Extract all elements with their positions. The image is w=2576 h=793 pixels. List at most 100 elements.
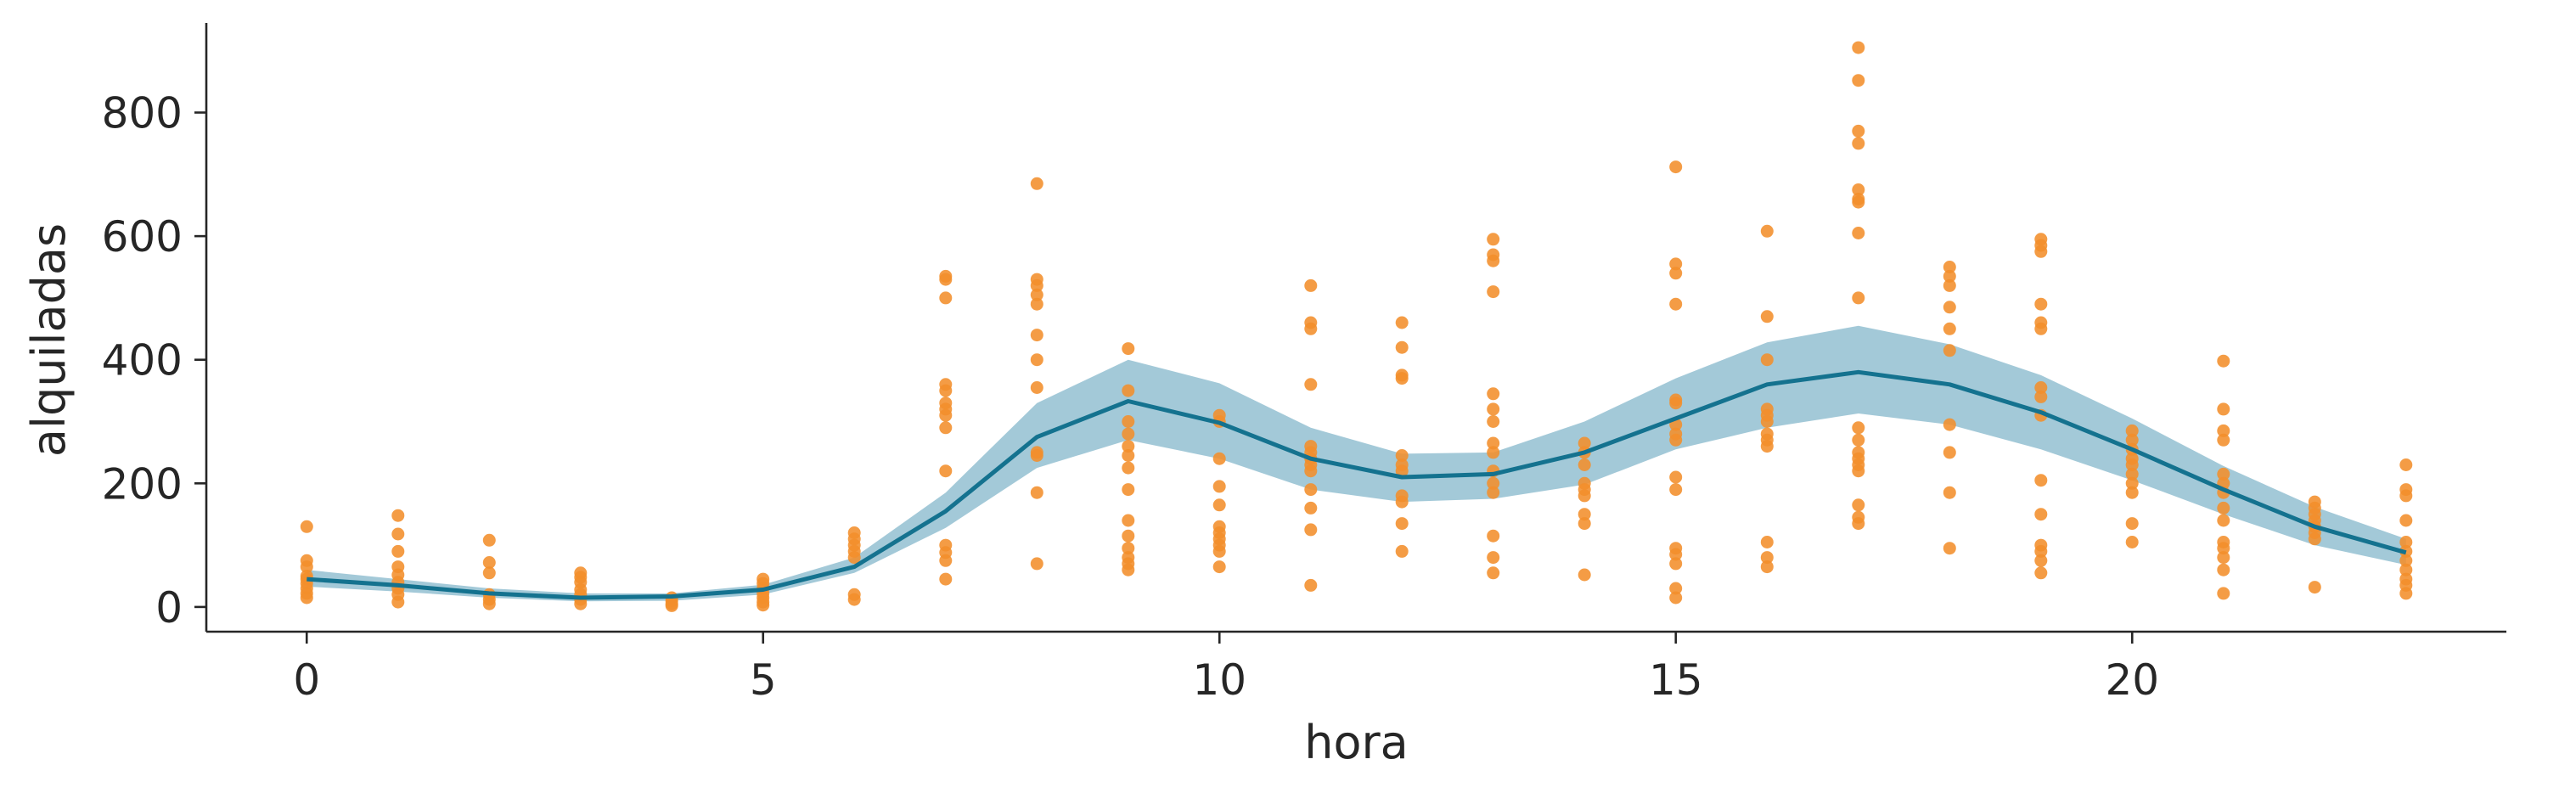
data-point: [2217, 551, 2230, 565]
data-point: [1852, 183, 1865, 196]
data-point: [1852, 464, 1865, 478]
data-point: [1122, 440, 1135, 453]
data-point: [1212, 560, 1226, 574]
data-point: [2034, 297, 2048, 311]
data-point: [1760, 551, 1774, 565]
y-tick-label: 400: [102, 336, 183, 385]
data-point: [2399, 536, 2413, 548]
data-point: [1304, 322, 1318, 335]
data-point: [1943, 322, 1956, 335]
data-point: [1212, 452, 1226, 465]
data-point: [1122, 384, 1135, 397]
data-point: [1212, 480, 1226, 493]
data-point: [1487, 387, 1500, 401]
data-point: [1578, 458, 1591, 471]
data-point: [1852, 498, 1865, 512]
y-tick-label: 0: [155, 583, 183, 633]
axes: [205, 23, 2506, 633]
data-point: [1395, 464, 1409, 478]
data-point: [391, 595, 405, 609]
data-point: [1760, 415, 1774, 428]
data-point: [1487, 285, 1500, 299]
data-point: [2125, 458, 2139, 471]
data-point: [1487, 254, 1500, 267]
data-point: [1760, 536, 1774, 548]
data-point: [1852, 433, 1865, 447]
data-point: [2217, 514, 2230, 527]
data-point: [482, 566, 496, 580]
data-point: [1578, 568, 1591, 582]
data-point: [1395, 372, 1409, 385]
data-point: [1669, 267, 1683, 280]
data-point: [1212, 498, 1226, 512]
confidence-band: [307, 325, 2406, 602]
data-point: [2217, 402, 2230, 416]
data-point: [1122, 563, 1135, 576]
data-point: [2217, 433, 2230, 447]
x-tick-label: 15: [1649, 655, 1703, 705]
data-point: [2399, 587, 2413, 600]
data-point: [939, 273, 953, 286]
data-point: [2399, 514, 2413, 527]
data-point: [482, 556, 496, 569]
data-point: [391, 527, 405, 541]
data-point: [1395, 449, 1409, 462]
x-tick-label: 20: [2105, 655, 2159, 705]
data-point: [2125, 424, 2139, 437]
data-point: [1852, 137, 1865, 150]
data-point: [1304, 483, 1318, 497]
data-point: [1395, 544, 1409, 558]
data-point: [1122, 415, 1135, 428]
data-point: [847, 551, 861, 565]
data-point: [2125, 476, 2139, 490]
x-axis-title: hora: [1304, 716, 1409, 769]
data-point: [1578, 508, 1591, 521]
data-point: [482, 533, 496, 547]
data-point: [2034, 381, 2048, 394]
data-point: [1943, 278, 1956, 292]
data-point: [1760, 353, 1774, 367]
data-point: [1304, 278, 1318, 292]
data-point: [2034, 474, 2048, 487]
data-point: [2308, 532, 2321, 546]
data-point: [756, 599, 770, 612]
data-point: [1304, 464, 1318, 478]
data-point: [2217, 424, 2230, 437]
y-tick-label: 200: [102, 459, 183, 509]
data-point: [1578, 489, 1591, 503]
data-point: [1487, 566, 1500, 580]
data-point: [1852, 124, 1865, 138]
data-point: [1943, 446, 1956, 459]
data-point: [2034, 544, 2048, 558]
data-point: [2034, 566, 2048, 580]
data-point: [1212, 544, 1226, 558]
data-point: [2034, 508, 2048, 521]
data-point: [1852, 517, 1865, 531]
data-point: [1852, 421, 1865, 435]
data-point: [2217, 354, 2230, 368]
data-point: [1669, 591, 1683, 605]
data-point: [2034, 245, 2048, 258]
data-point: [1943, 542, 1956, 555]
data-point: [1760, 224, 1774, 238]
mean-line: [307, 369, 2407, 600]
data-point: [1852, 74, 1865, 87]
data-point: [1487, 551, 1500, 565]
data-point: [1030, 278, 1043, 292]
data-point: [2217, 563, 2230, 576]
data-point: [1487, 486, 1500, 499]
mean-line-layer: [307, 369, 2407, 600]
data-point: [1395, 495, 1409, 509]
confidence-band-layer: [307, 325, 2406, 602]
data-point: [1122, 449, 1135, 462]
data-point: [1943, 261, 1956, 273]
data-point: [2034, 322, 2048, 335]
data-point: [2125, 536, 2139, 548]
data-point: [2217, 542, 2230, 555]
x-tick-label: 5: [750, 655, 777, 705]
data-point: [1487, 415, 1500, 428]
scatter-points-layer: [300, 41, 2413, 612]
y-tick-label: 600: [102, 212, 183, 262]
data-point: [2217, 587, 2230, 600]
